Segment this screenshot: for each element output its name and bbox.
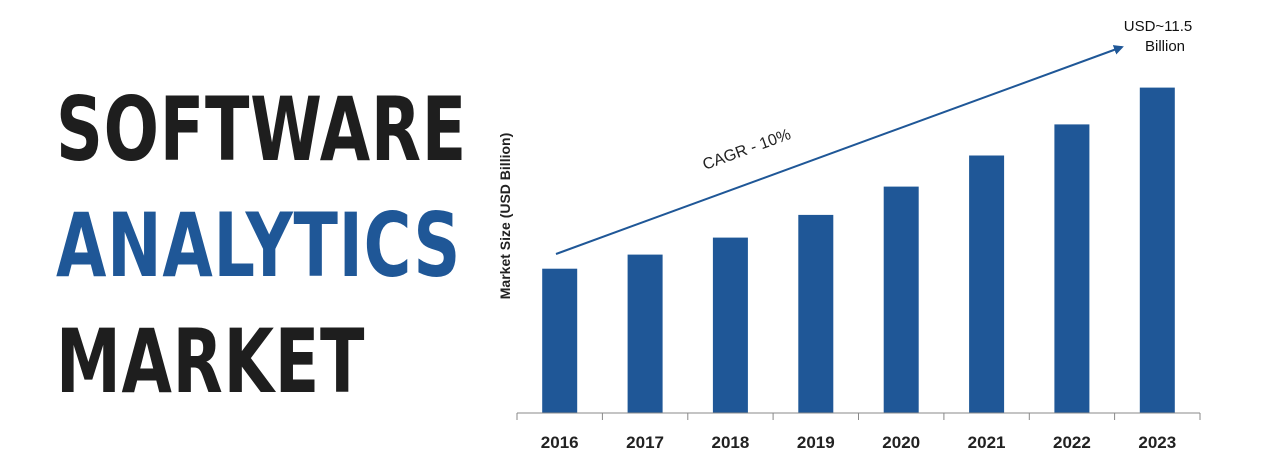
cagr-trend-arrow — [555, 45, 1124, 255]
end-value-label-line2: Billion — [1145, 38, 1185, 55]
bar-2019 — [798, 214, 834, 413]
cagr-label: CAGR - 10% — [701, 126, 794, 174]
x-tick-label-2020: 2020 — [882, 433, 920, 452]
y-axis-label: Market Size (USD Billion) — [497, 133, 513, 299]
chart-title: SOFTWARE ANALYTICS MARKET — [56, 72, 466, 420]
bar-2021 — [969, 155, 1005, 413]
title-line-market: MARKET — [56, 310, 366, 413]
x-tick-label-2019: 2019 — [797, 433, 835, 452]
x-tick-label-2023: 2023 — [1138, 433, 1176, 452]
end-value-label-line1: USD~11.5 — [1124, 18, 1193, 35]
bar-2020 — [883, 186, 919, 413]
x-tick-marks — [516, 413, 1201, 420]
bar-2018 — [712, 237, 748, 413]
bars-group — [542, 87, 1175, 414]
bar-2023 — [1139, 87, 1175, 413]
x-tick-label-2017: 2017 — [626, 433, 664, 452]
x-tick-label-2016: 2016 — [541, 433, 579, 452]
x-tick-label-2022: 2022 — [1053, 433, 1091, 452]
x-tick-label-2021: 2021 — [968, 433, 1006, 452]
bar-2016 — [542, 268, 578, 413]
x-tick-label-2018: 2018 — [711, 433, 749, 452]
bar-2017 — [627, 254, 663, 413]
x-tick-labels: 2016 2017 2018 2019 2020 2021 2022 2023 — [541, 433, 1176, 452]
bar-2022 — [1054, 124, 1090, 414]
